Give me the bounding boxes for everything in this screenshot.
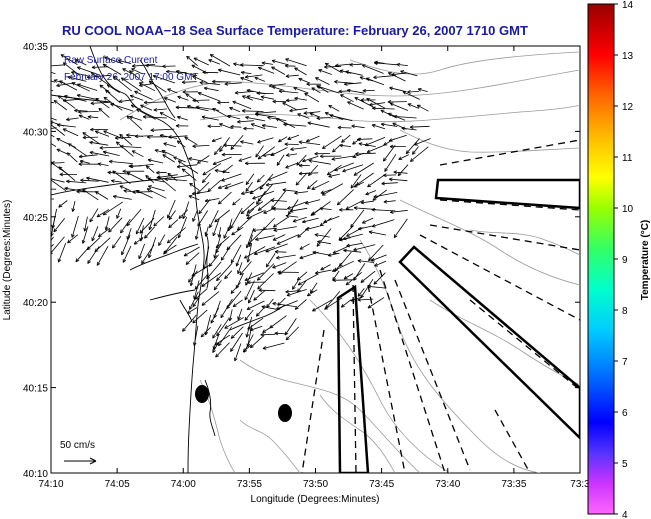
x-tick-label: 73:40 [435,479,460,490]
y-tick-label: 40:15 [23,384,48,395]
y-tick-label: 40:20 [23,298,48,309]
scale-label: 50 cm/s [60,440,95,451]
colorbar-tick-label: 12 [622,102,634,113]
colorbar-tick-label: 4 [622,510,628,519]
colorbar-tick-label: 5 [622,459,628,470]
colorbar-tick-label: 8 [622,306,628,317]
colorbar [587,3,615,515]
y-tick-label: 40:35 [23,42,48,53]
y-tick-label: 40:30 [23,127,48,138]
x-tick-label: 73:50 [303,479,328,490]
x-axis-label: Longitude (Degrees:Minutes) [251,494,380,505]
current-vectors [51,54,431,362]
figure-title: RU COOL NOAA−18 Sea Surface Temperature:… [62,23,528,38]
shipping-lanes [336,178,580,473]
site-marker-1 [195,385,209,403]
subtitle-line-2: February 26, 2007 17:00 GMT [64,72,199,83]
lane-southeast [398,245,580,440]
y-tick-label: 40:25 [23,213,48,224]
site-marker-2 [278,404,292,422]
lane-south [336,284,370,473]
x-tick-label: 74:05 [105,479,130,490]
colorbar-tick-label: 9 [622,255,628,266]
x-tick-label: 74:10 [38,479,63,490]
colorbar-tick-label: 11 [622,153,633,164]
y-axis-label: Latitude (Degrees:Minutes) [2,200,13,321]
x-tick-label: 73:3 [570,479,590,490]
x-tick-label: 74:00 [171,479,196,490]
colorbar-tick-label: 7 [622,357,628,368]
x-tick-label: 73:55 [237,479,262,490]
y-axis: 40:35 40:30 40:25 40:20 40:15 40:10 [23,42,580,480]
colorbar-tick-label: 13 [622,51,634,62]
lane-east [434,178,580,210]
y-tick-label: 40:10 [23,469,48,480]
x-axis: 74:10 74:05 74:00 73:55 73:50 73:45 73:40 73:35… [38,46,590,490]
subtitle-line-1: Raw Surface Current [64,55,158,66]
colorbar-tick-label: 6 [622,408,628,419]
colorbar-ticks: 14 13 12 11 10 9 8 7 6 5 4 [614,0,634,519]
scale-arrow [64,457,97,465]
colorbar-tick-label: 14 [622,0,634,11]
dashed-boundaries [301,139,580,473]
colorbar-tick-label: 10 [622,204,634,215]
x-tick-label: 73:45 [369,479,394,490]
x-tick-label: 73:35 [501,479,526,490]
colorbar-label: Temperature (°C) [640,220,651,301]
